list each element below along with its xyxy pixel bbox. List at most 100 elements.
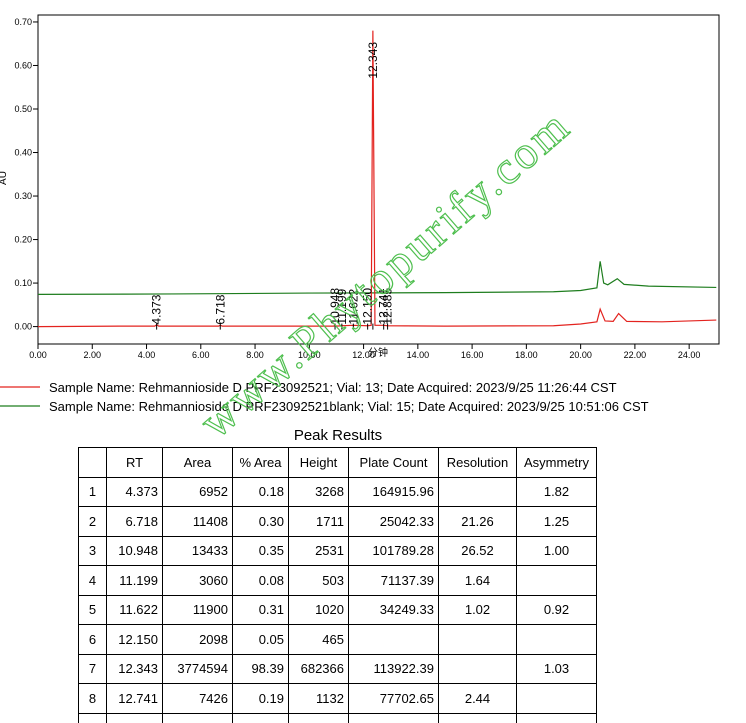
table-row: 5 11.622 11900 0.31 1020 34249.33 1.02 0.92 xyxy=(78,594,597,625)
x-tick-label: 14.00 xyxy=(407,350,430,360)
x-tick-label: 24.00 xyxy=(678,350,701,360)
peak-label: 11.622 xyxy=(346,288,360,324)
table-cell: 11.199 xyxy=(106,565,163,596)
header-cell: RT xyxy=(106,447,163,478)
plot-frame xyxy=(37,14,720,345)
table-row: 3 10.948 13433 0.35 2531 101789.28 26.52 1.00 xyxy=(78,535,597,566)
table-cell: 1.00 xyxy=(516,535,597,566)
table-cell xyxy=(438,653,517,684)
table-cell: 5 xyxy=(78,594,107,625)
table-cell: 10.948 xyxy=(106,535,163,566)
chart: 分钟 AU 0.00 2.00 4.00 6.00 8.00 10.00 12.00 14.0… xyxy=(0,14,720,414)
table-cell: 112808.97 xyxy=(348,712,439,723)
table-cell: 2 xyxy=(78,506,107,537)
table-cell: 1.64 xyxy=(438,565,517,596)
table-cell: 12.150 xyxy=(106,624,163,655)
table-cell: 12.741 xyxy=(106,683,163,714)
table-cell xyxy=(516,683,597,714)
table-cell: 0.84 xyxy=(438,712,517,723)
x-axis-label: 分钟 xyxy=(368,346,388,359)
peak-label: 12.885 xyxy=(381,288,395,325)
peak-table: RT Area% Area Height Plate Count Resolution A… xyxy=(78,447,597,723)
peak-label: 12.150 xyxy=(361,288,375,325)
table-cell: 77702.65 xyxy=(348,683,439,714)
table-cell: 1.25 xyxy=(516,506,597,537)
table-cell: 4.373 xyxy=(106,476,163,507)
table-row: 2 6.718 11408 0.30 1711 25042.33 21.26 1.25 xyxy=(78,506,597,537)
x-tick-label: 6.00 xyxy=(192,350,210,360)
x-tick-label: 2.00 xyxy=(83,350,101,360)
table-cell: 11.622 xyxy=(106,594,163,625)
table-cell: 6952 xyxy=(162,476,233,507)
y-tick-label: 0.60 xyxy=(14,60,32,70)
table-row: 912.88553450.141002112808.970.84 xyxy=(78,712,597,723)
table-cell: 7 xyxy=(78,653,107,684)
x-tick-label: 12.00 xyxy=(352,350,375,360)
y-tick-label: 0.10 xyxy=(14,278,32,288)
table-cell xyxy=(516,565,597,596)
table-cell: 26.52 xyxy=(438,535,517,566)
table-cell: 1.82 xyxy=(516,476,597,507)
table-cell: 98.39 xyxy=(232,653,289,684)
peak-label: 11.199 xyxy=(335,288,349,324)
legend-label: Sample Name: Rehmannioside D PRF23092521… xyxy=(49,380,617,395)
peak-label: 6.718 xyxy=(213,294,227,324)
table-cell: 0.31 xyxy=(232,594,289,625)
table-row: 6 12.150 2098 0.05 465 xyxy=(78,624,597,655)
table-cell: 3268 xyxy=(288,476,349,507)
table-cell: 0.19 xyxy=(232,683,289,714)
y-tick-label: 0.70 xyxy=(14,17,32,27)
x-tick-label: 20.00 xyxy=(569,350,592,360)
table-cell: 12.343 xyxy=(106,653,163,684)
x-tick-label: 8.00 xyxy=(246,350,264,360)
header-cell: Plate Count xyxy=(348,447,439,478)
table-cell: 101789.28 xyxy=(348,535,439,566)
table-cell: 1002 xyxy=(288,712,349,723)
y-tick-label: 0.30 xyxy=(14,191,32,201)
header-cell xyxy=(78,447,107,478)
table-cell: 0.05 xyxy=(232,624,289,655)
table-cell: 25042.33 xyxy=(348,506,439,537)
legend-label: Sample Name: Rehmannioside D PRF23092521… xyxy=(49,399,649,414)
x-tick-label: 16.00 xyxy=(461,350,484,360)
table-cell: 11900 xyxy=(162,594,233,625)
peak-label: 10.948 xyxy=(328,288,342,325)
table-cell xyxy=(516,624,597,655)
peak-label: 12.343 xyxy=(366,42,380,79)
table-cell: 0.14 xyxy=(232,712,289,723)
table-cell: 2.44 xyxy=(438,683,517,714)
table-row: 1 4.373 6952 0.18 3268 164915.96 1.82 xyxy=(78,476,597,507)
table-cell: 3774594 xyxy=(162,653,233,684)
series-line xyxy=(37,261,717,295)
table-cell: 8 xyxy=(78,683,107,714)
table-cell: 4 xyxy=(78,565,107,596)
table-cell: 113922.39 xyxy=(348,653,439,684)
header-cell: Resolution xyxy=(438,447,517,478)
table-row: 4 11.199 3060 0.08 503 71137.39 1.64 xyxy=(78,565,597,596)
x-tick-label: 4.00 xyxy=(138,350,156,360)
table-cell: 34249.33 xyxy=(348,594,439,625)
table-cell: 164915.96 xyxy=(348,476,439,507)
y-tick-label: 0.50 xyxy=(14,104,32,114)
table-cell: 1.02 xyxy=(438,594,517,625)
table-cell: 1132 xyxy=(288,683,349,714)
table-cell: 5345 xyxy=(162,712,233,723)
table-cell: 0.30 xyxy=(232,506,289,537)
table-cell: 682366 xyxy=(288,653,349,684)
table-cell: 3060 xyxy=(162,565,233,596)
table-cell: 0.18 xyxy=(232,476,289,507)
table-cell: 0.35 xyxy=(232,535,289,566)
header-cell: % Area xyxy=(232,447,289,478)
y-tick-label: 0.00 xyxy=(14,322,32,332)
table-cell: 465 xyxy=(288,624,349,655)
header-row: RT Area% Area Height Plate Count Resolution A… xyxy=(78,447,597,478)
table-cell xyxy=(438,624,517,655)
table-cell xyxy=(438,476,517,507)
table-row: 8 12.741 7426 0.19 1132 77702.65 2.44 xyxy=(78,683,597,714)
y-tick-label: 0.40 xyxy=(14,148,32,158)
table-cell: 21.26 xyxy=(438,506,517,537)
table-cell: 503 xyxy=(288,565,349,596)
table-row: 7 12.343 3774594 98.39 682366 113922.39 1.03 xyxy=(78,653,597,684)
header-cell: Area xyxy=(162,447,233,478)
